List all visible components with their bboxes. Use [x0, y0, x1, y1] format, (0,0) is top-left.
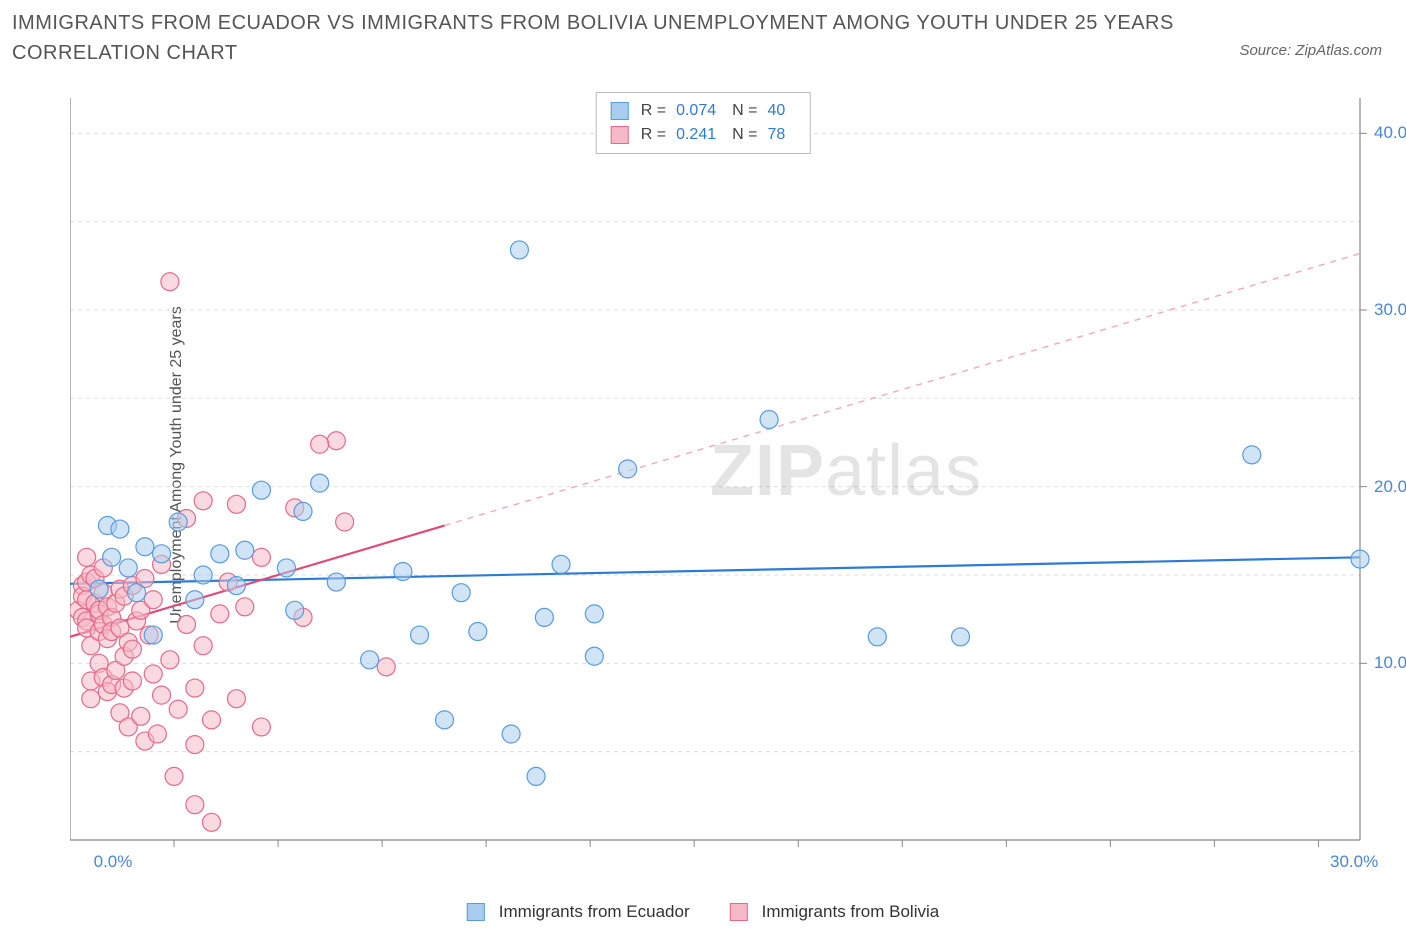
r-label: R =	[641, 99, 666, 123]
scatter-plot	[70, 90, 1376, 870]
legend-label-ecuador: Immigrants from Ecuador	[499, 902, 690, 922]
r-value-bolivia: 0.241	[676, 123, 716, 147]
y-tick-label: 30.0%	[1374, 300, 1406, 320]
source-attribution: Source: ZipAtlas.com	[1239, 42, 1382, 59]
legend-label-bolivia: Immigrants from Bolivia	[762, 902, 940, 922]
y-tick-label: 40.0%	[1374, 123, 1406, 143]
legend-swatch-ecuador	[611, 102, 629, 120]
legend-stats-row-1: R = 0.241 N = 78	[611, 123, 796, 147]
y-tick-label: 20.0%	[1374, 477, 1406, 497]
legend-item-bolivia: Immigrants from Bolivia	[730, 902, 940, 922]
chart-area: ZIPatlas	[70, 90, 1376, 870]
n-label: N =	[732, 123, 757, 147]
legend-stats-row-0: R = 0.074 N = 40	[611, 99, 796, 123]
x-tick-max: 30.0%	[1330, 852, 1378, 872]
legend-swatch-bolivia-icon	[730, 903, 748, 921]
x-tick-min: 0.0%	[94, 852, 133, 872]
legend-swatch-bolivia	[611, 126, 629, 144]
chart-title: IMMIGRANTS FROM ECUADOR VS IMMIGRANTS FR…	[12, 8, 1206, 68]
y-tick-label: 10.0%	[1374, 653, 1406, 673]
r-label: R =	[641, 123, 666, 147]
chart-container: IMMIGRANTS FROM ECUADOR VS IMMIGRANTS FR…	[0, 0, 1406, 930]
legend-stats: R = 0.074 N = 40 R = 0.241 N = 78	[596, 92, 811, 154]
legend-swatch-ecuador-icon	[467, 903, 485, 921]
legend-series: Immigrants from Ecuador Immigrants from …	[467, 902, 939, 922]
n-label: N =	[732, 99, 757, 123]
legend-item-ecuador: Immigrants from Ecuador	[467, 902, 690, 922]
n-value-ecuador: 40	[767, 99, 785, 123]
n-value-bolivia: 78	[767, 123, 785, 147]
r-value-ecuador: 0.074	[676, 99, 716, 123]
